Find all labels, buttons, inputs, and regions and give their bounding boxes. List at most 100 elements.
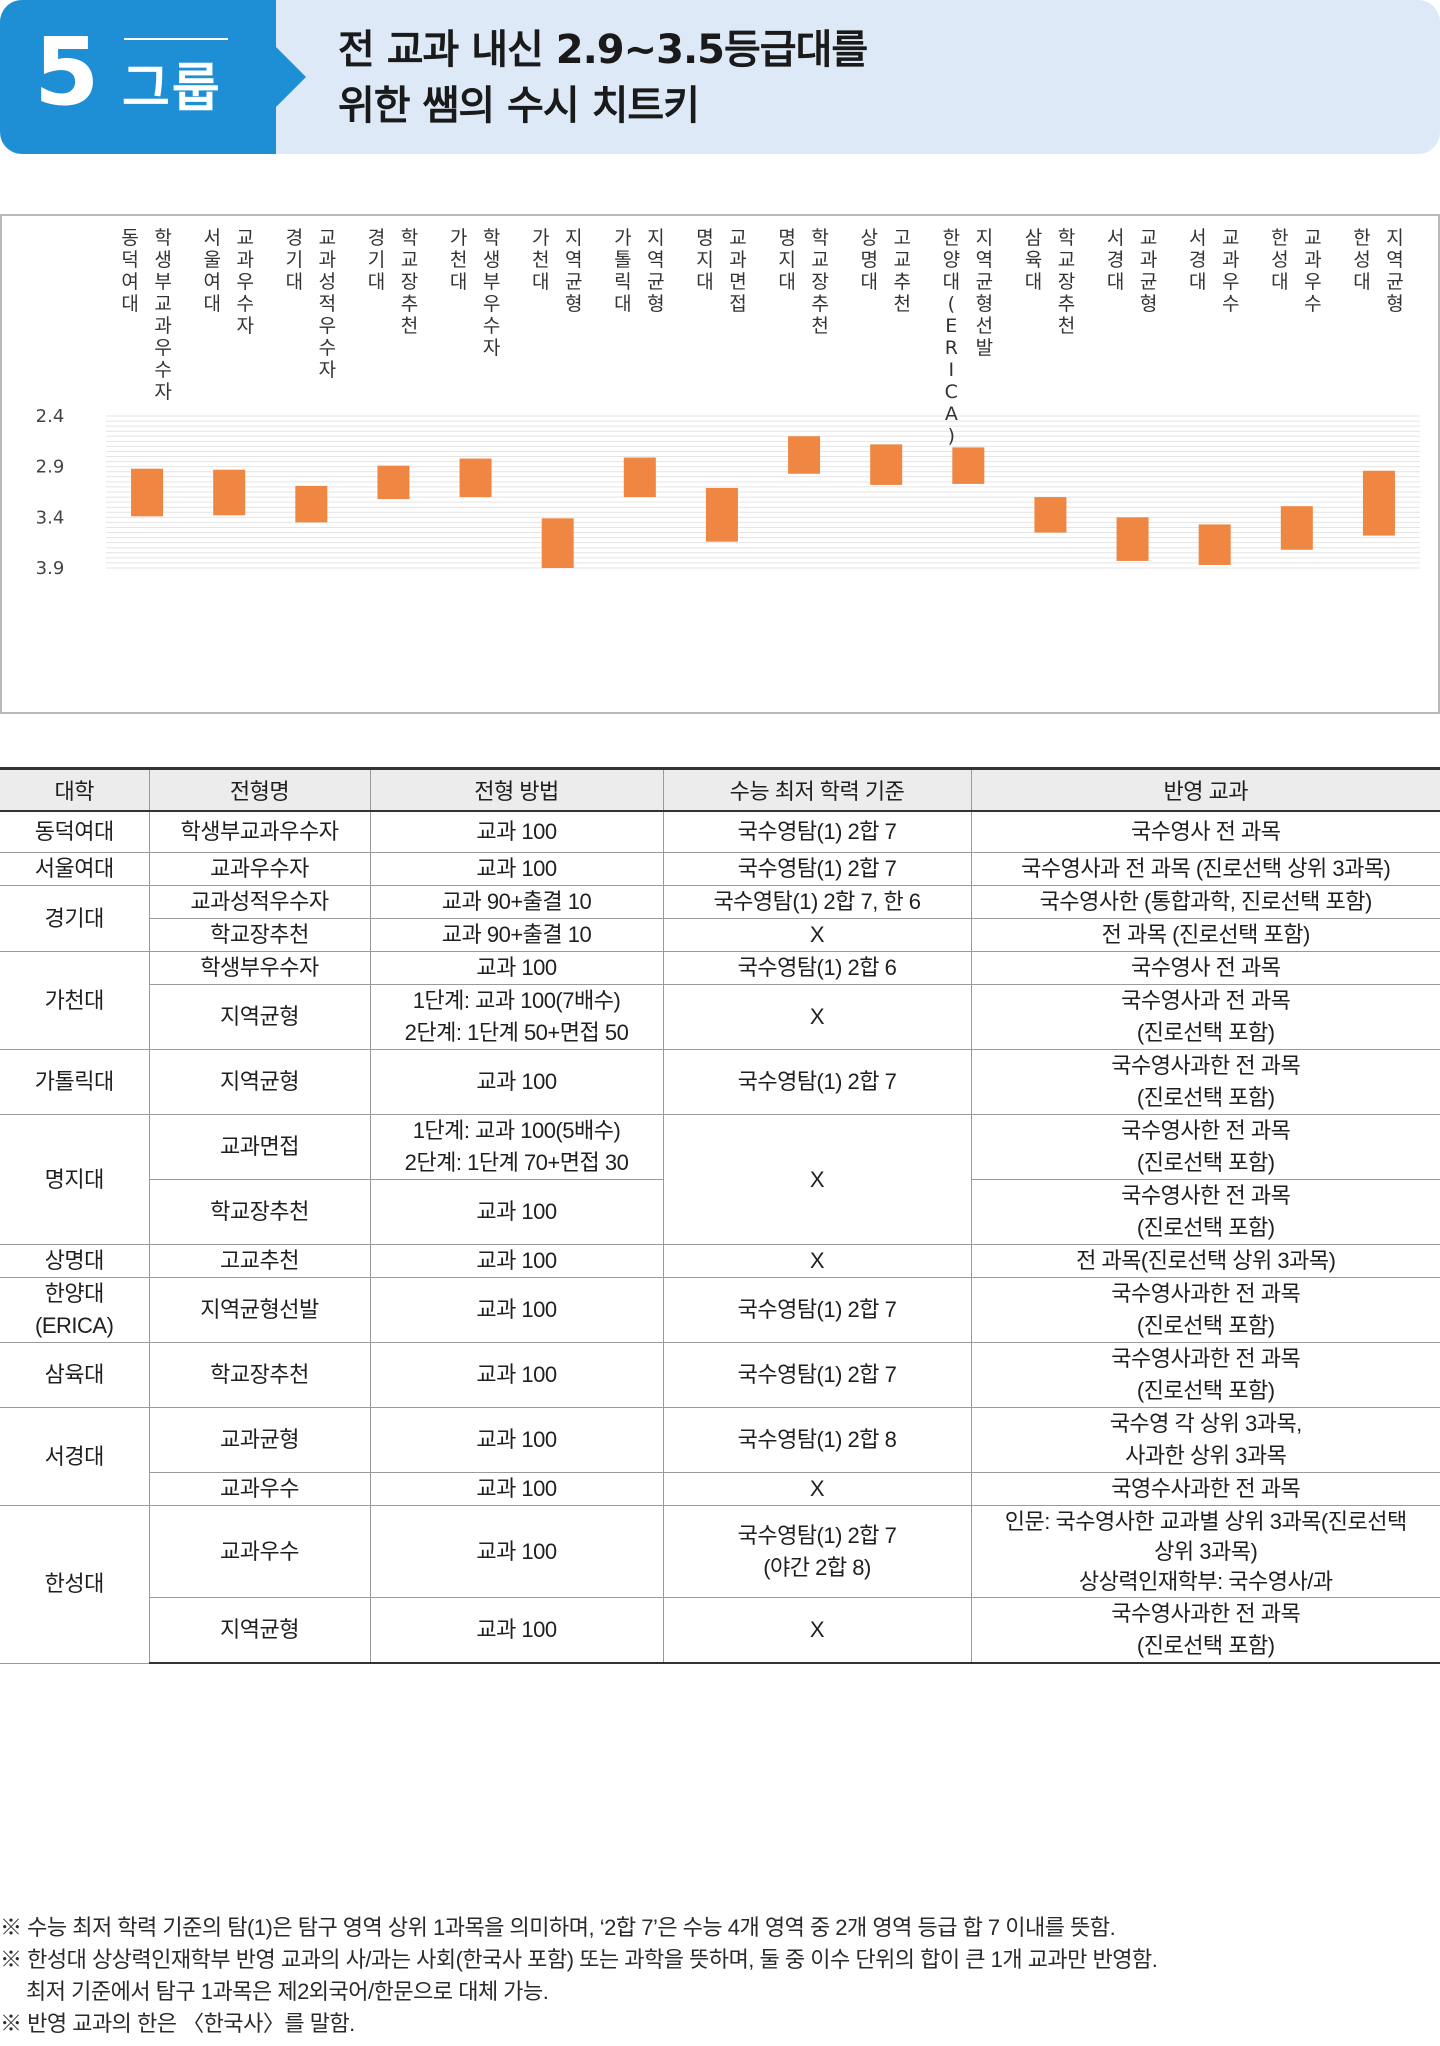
footnote: ※ 한성대 상상력인재학부 반영 교과의 사/과는 사회(한국사 포함) 또는 … <box>0 1947 1158 1972</box>
header-track-name: 전형명 <box>148 767 370 812</box>
range-bar <box>1034 497 1067 533</box>
table-row: 서경대 교과균형 교과 100 국수영탐(1) 2합 8 국수영 각 상위 3과목, 사… <box>0 1407 1440 1506</box>
cell-track: 학교장추천 <box>148 1179 370 1245</box>
y-tick-label: 3.4 <box>36 507 65 528</box>
cell-requirement: 국수영탐(1) 2합 7 <box>662 1342 971 1408</box>
cell-method: 교과 100 <box>369 1407 663 1473</box>
cell-university: 한양대 (ERICA) <box>0 1277 149 1343</box>
cell-subjects: 국영수사과한 전 과목 <box>970 1472 1440 1506</box>
admission-table: 대학 전형명 전형 방법 수능 최저 학력 기준 반영 교과 동덕여대 학생부교과… <box>0 767 1440 1664</box>
table-row: 삼육대 학교장추천 교과 100 국수영탐(1) 2합 7 국수영사과한 전 과목 (진… <box>0 1342 1440 1408</box>
cell-subjects: 국수영사과 전 과목 (진로선택 상위 3과목) <box>970 852 1440 886</box>
cell-requirement: 국수영탐(1) 2합 7 <box>662 852 971 886</box>
cell-subjects: 국수영사과한 전 과목 (진로선택 포함) <box>970 1049 1440 1115</box>
cell-subjects: 국수영사한 전 과목 (진로선택 포함) <box>970 1179 1440 1245</box>
group-label: 그룹 <box>122 59 222 119</box>
table-row: 명지대 교과면접 1단계: 교과 100(5배수) 2단계: 1단계 70+면접 3… <box>0 1114 1440 1245</box>
cell-method: 교과 100 <box>369 852 663 886</box>
cell-method: 교과 100 <box>369 1342 663 1408</box>
cell-university: 명지대 <box>0 1114 149 1245</box>
cell-requirement: X <box>662 1244 971 1278</box>
cell-university: 서경대 <box>0 1407 149 1506</box>
cell-method: 교과 100 <box>369 810 663 853</box>
cell-method: 교과 100 <box>369 1505 663 1598</box>
table-row: 학교장추천 교과 90+출결 10 X 전 과목 (진로선택 포함) <box>0 918 1440 952</box>
range-bar <box>213 469 246 516</box>
range-bar <box>1280 506 1313 550</box>
table-header-row: 대학 전형명 전형 방법 수능 최저 학력 기준 반영 교과 <box>0 767 1440 812</box>
cell-requirement: 국수영탐(1) 2합 7 (야간 2합 8) <box>662 1505 971 1598</box>
cell-subjects: 국수영사과한 전 과목 (진로선택 포함) <box>970 1342 1440 1408</box>
cell-subjects: 국수영사과한 전 과목 (진로선택 포함) <box>970 1597 1440 1664</box>
cell-subjects: 전 과목 (진로선택 포함) <box>970 918 1440 952</box>
cell-university: 서울여대 <box>0 852 149 886</box>
cell-university: 상명대 <box>0 1244 149 1278</box>
cell-track: 교과균형 <box>148 1407 370 1473</box>
cell-university: 동덕여대 <box>0 810 149 853</box>
footnote: 최저 기준에서 탐구 1과목은 제2외국어/한문으로 대체 가능. <box>26 1979 549 2004</box>
cell-method: 교과 100 <box>369 951 663 985</box>
cell-method: 교과 100 <box>369 1472 663 1506</box>
table-row: 동덕여대 학생부교과우수자 교과 100 국수영탐(1) 2합 7 국수영사 전 과목 <box>0 810 1440 853</box>
header-university: 대학 <box>0 767 149 812</box>
cell-requirement: 국수영탐(1) 2합 7 <box>662 1049 971 1115</box>
cell-subjects: 국수영사한 (통합과학, 진로선택 포함) <box>970 885 1440 919</box>
cell-requirement: X <box>662 1597 971 1664</box>
table-row: 가천대 학생부우수자 교과 100 국수영탐(1) 2합 6 국수영사 전 과목 <box>0 951 1440 1050</box>
header-subjects: 반영 교과 <box>970 767 1440 812</box>
range-bar <box>623 457 656 498</box>
cell-subjects: 국수영사 전 과목 <box>970 951 1440 985</box>
cell-track: 학교장추천 <box>148 1342 370 1408</box>
range-bar <box>705 487 738 542</box>
table-row: 학교장추천 교과 100 국수영사한 전 과목 (진로선택 포함) <box>0 1179 1440 1245</box>
cell-method: 교과 100 <box>369 1277 663 1343</box>
cell-method: 교과 100 <box>369 1244 663 1278</box>
group-number: 5 <box>34 18 99 127</box>
table-row: 상명대 고교추천 교과 100 X 전 과목(진로선택 상위 3과목) <box>0 1244 1440 1278</box>
cell-method: 교과 100 <box>369 1597 663 1664</box>
range-bar <box>131 468 164 517</box>
range-bar <box>377 465 410 500</box>
table-row: 서울여대 교과우수자 교과 100 국수영탐(1) 2합 7 국수영사과 전 과목 (진… <box>0 852 1440 886</box>
cell-university: 삼육대 <box>0 1342 149 1408</box>
cell-track: 학교장추천 <box>148 918 370 952</box>
table-row: 지역균형 1단계: 교과 100(7배수) 2단계: 1단계 50+면접 50 X 국… <box>0 984 1440 1050</box>
table-row: 가톨릭대 지역균형 교과 100 국수영탐(1) 2합 7 국수영사과한 전 과목 (진… <box>0 1049 1440 1115</box>
cell-track: 지역균형 <box>148 1597 370 1664</box>
cell-requirement: 국수영탐(1) 2합 7 <box>662 810 971 853</box>
cell-track: 교과성적우수자 <box>148 885 370 919</box>
cell-university: 한성대 <box>0 1505 149 1664</box>
range-bar <box>1198 524 1231 565</box>
cell-requirement: X <box>662 984 971 1050</box>
cell-requirement: 국수영탐(1) 2합 8 <box>662 1407 971 1473</box>
cell-method: 1단계: 교과 100(5배수) 2단계: 1단계 70+면접 30 <box>369 1114 663 1180</box>
range-bar <box>459 458 492 498</box>
page-title: 전 교과 내신 2.9~3.5등급대를 위한 쌤의 수시 치트키 <box>338 22 868 134</box>
table-row: 한양대 (ERICA) 지역균형선발 교과 100 국수영탐(1) 2합 7 국수영사과… <box>0 1277 1440 1343</box>
range-bar <box>870 444 903 485</box>
title-line-2: 위한 쌤의 수시 치트키 <box>338 83 700 129</box>
cell-method: 교과 90+출결 10 <box>369 885 663 919</box>
cell-subjects: 국수영사과한 전 과목 (진로선택 포함) <box>970 1277 1440 1343</box>
